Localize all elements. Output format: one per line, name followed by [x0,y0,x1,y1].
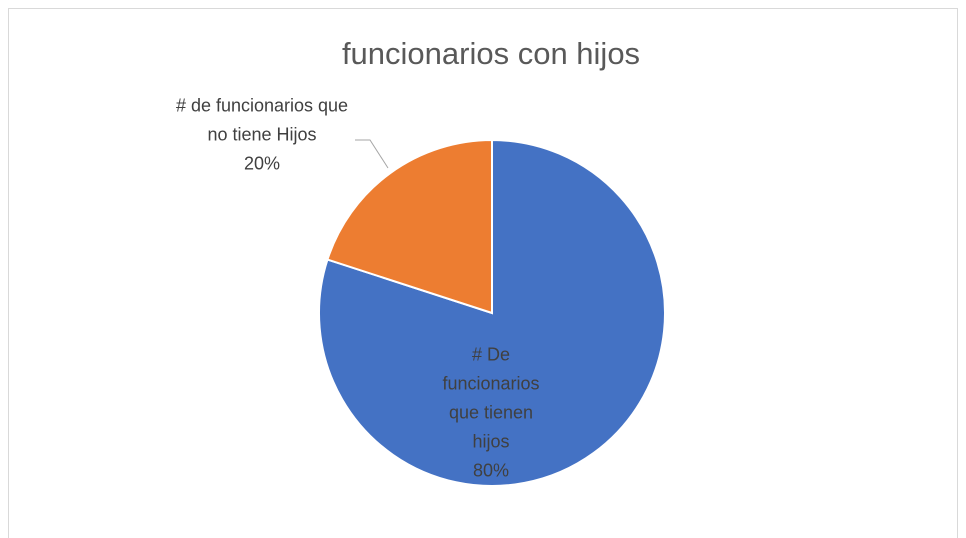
data-label: # De funcionarios que tienen hijos 80% [432,341,550,486]
category-label: # de funcionarios que no tiene Hijos [175,95,349,145]
category-label: # De funcionarios que tienen hijos [442,344,540,452]
value-label: 80% [472,460,510,481]
leader-line [355,139,389,169]
pie-slice [326,138,493,315]
chart-title: funcionarios con hijos [342,36,640,71]
data-label: # de funcionarios que no tiene Hijos 20% [172,92,352,179]
value-label: 20% [243,153,281,174]
